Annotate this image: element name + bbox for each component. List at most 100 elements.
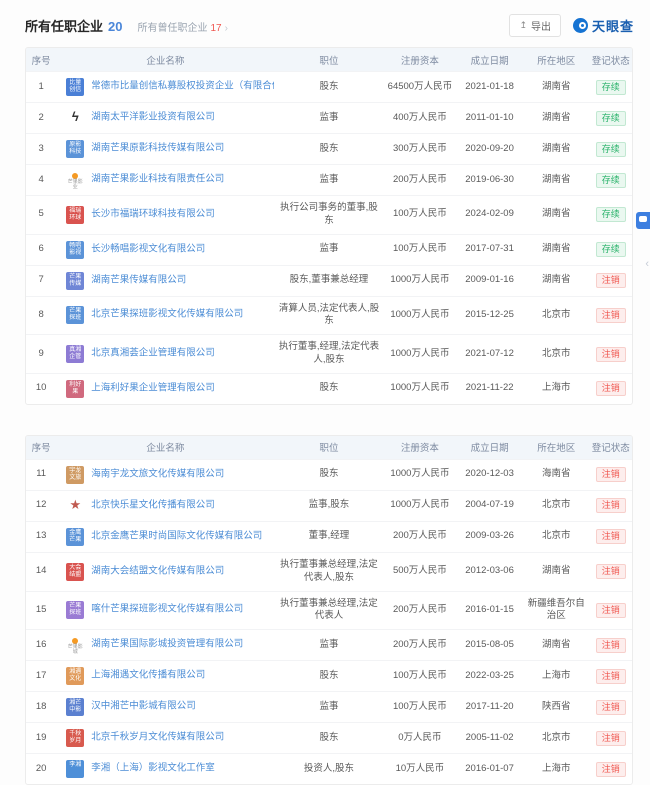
company-cell: 湘遇文化 上海湘遇文化传播有限公司 — [56, 660, 275, 692]
company-name-link[interactable]: 湖南芒果传媒有限公司 — [91, 274, 187, 286]
company-cell: 芒果影城 湖南芒果国际影城投资管理有限公司 — [56, 629, 275, 661]
company-name-link[interactable]: 北京千秋岁月文化传媒有限公司 — [91, 731, 225, 743]
company-name-link[interactable]: 常德市比量创信私募股权投资企业（有限合伙） — [91, 80, 275, 92]
company-name-link[interactable]: 北京真湘荟企业管理有限公司 — [91, 347, 215, 359]
status-badge: 注销 — [595, 307, 626, 323]
company-name-link[interactable]: 湖南太平洋影业投资有限公司 — [91, 111, 215, 123]
company-name-link[interactable]: 汉中湘芒中影城有限公司 — [91, 700, 196, 712]
company-name-link[interactable]: 湖南芒果影业科技有限责任公司 — [91, 173, 225, 185]
title-group: 所有任职企业 20 所有曾任职企业 17 › — [25, 16, 228, 35]
established-date-cell: 2011-01-10 — [456, 102, 523, 134]
registered-capital-cell: 100万人民币 — [383, 660, 457, 692]
column-header: 所在地区 — [522, 48, 590, 72]
company-name-link[interactable]: 喀什芒果探班影视文化传媒有限公司 — [91, 603, 244, 615]
row-index: 11 — [26, 458, 57, 491]
collapse-arrow-icon[interactable]: ‹ — [645, 258, 649, 270]
company-logo: 大会结盟 — [66, 562, 85, 581]
status-badge: 注销 — [595, 761, 626, 777]
column-header: 成立日期 — [456, 48, 523, 72]
status-badge: 存续 — [595, 141, 626, 157]
company-cell: 湘芒中影 汉中湘芒中影城有限公司 — [56, 691, 275, 723]
company-logo: 福瑞环球 — [66, 205, 85, 224]
registered-capital-cell: 1000万人民币 — [383, 264, 457, 297]
export-button[interactable]: ↥ 导出 — [509, 14, 561, 37]
region-cell: 湖南省 — [522, 102, 590, 134]
status-badge: 注销 — [595, 699, 626, 715]
tianyancha-eye-icon — [572, 18, 588, 33]
status-cell: 注销 — [589, 295, 632, 335]
company-logo: 芒果影业 — [66, 171, 84, 189]
row-index: 5 — [26, 195, 57, 235]
company-name-link[interactable]: 北京快乐星文化传播有限公司 — [91, 499, 215, 511]
column-header: 登记状态 — [589, 435, 632, 460]
region-cell: 湖南省 — [522, 133, 590, 165]
region-cell: 上海市 — [522, 660, 590, 692]
registered-capital-cell: 100万人民币 — [383, 195, 457, 235]
status-cell: 注销 — [589, 660, 632, 692]
table-row: 9 真湘企管 北京真湘荟企业管理有限公司 执行董事,经理,法定代表人,股东 1000万人… — [26, 334, 632, 374]
region-cell: 湖南省 — [522, 551, 590, 591]
column-header: 注册资本 — [383, 435, 457, 460]
established-date-cell: 2005-11-02 — [456, 722, 523, 754]
company-logo: 湘芒中影 — [66, 698, 85, 717]
company-cell: 宇龙文旅 海南宇龙文旅文化传媒有限公司 — [56, 458, 275, 491]
table-row: 8 芒果探班 北京芒果探班影视文化传媒有限公司 清算人员,法定代表人,股东 1000万人… — [26, 295, 632, 335]
position-cell: 股东 — [274, 660, 384, 692]
company-name-link[interactable]: 北京芒果探班影视文化传媒有限公司 — [91, 309, 244, 321]
company-name-link[interactable]: 李湘（上海）影视文化工作室 — [91, 762, 215, 774]
column-header: 序号 — [26, 435, 57, 460]
company-name-link[interactable]: 上海湘遇文化传播有限公司 — [91, 669, 206, 681]
table-row: 11 宇龙文旅 海南宇龙文旅文化传媒有限公司 股东 1000万人民币 2020-12-03… — [26, 458, 632, 491]
established-date-cell: 2021-07-12 — [456, 334, 523, 374]
company-name-link[interactable]: 长沙市福瑞环球科技有限公司 — [91, 208, 215, 220]
status-cell: 注销 — [589, 334, 632, 374]
company-name-link[interactable]: 海南宇龙文旅文化传媒有限公司 — [91, 468, 225, 480]
registered-capital-cell: 1000万人民币 — [383, 295, 457, 335]
column-header: 序号 — [26, 48, 57, 72]
status-cell: 存续 — [589, 133, 632, 165]
company-name-link[interactable]: 湖南大会结盟文化传媒有限公司 — [91, 565, 225, 577]
table-row: 10 利好果 上海利好果企业管理有限公司 股东 1000万人民币 2021-11-22 上海… — [26, 372, 632, 404]
status-badge: 注销 — [595, 730, 626, 746]
table-row: 3 原影科技 湖南芒果原影科技传媒有限公司 股东 300万人民币 2020-09-20 湖南… — [26, 133, 632, 165]
row-index: 18 — [26, 691, 57, 723]
registered-capital-cell: 500万人民币 — [383, 551, 457, 591]
company-name-link[interactable]: 长沙畅唱影视文化有限公司 — [91, 243, 206, 255]
company-cell: 原影科技 湖南芒果原影科技传媒有限公司 — [56, 133, 275, 165]
company-logo: 芒果探班 — [66, 601, 85, 620]
registered-capital-cell: 400万人民币 — [383, 102, 457, 134]
established-date-cell: 2021-11-22 — [456, 372, 523, 404]
established-date-cell: 2016-01-15 — [456, 590, 523, 630]
row-index: 6 — [26, 233, 57, 266]
region-cell: 北京市 — [522, 722, 590, 754]
established-date-cell: 2012-03-06 — [456, 551, 523, 591]
logo-caption: 芒果影城 — [67, 644, 83, 655]
column-header: 注册资本 — [383, 48, 457, 72]
company-name-link[interactable]: 湖南芒果原影科技传媒有限公司 — [91, 142, 225, 154]
table-header-row: 序号 企业名称 职位 注册资本 成立日期 所在地区 登记状态 — [26, 435, 632, 460]
established-date-cell: 2017-11-20 — [456, 691, 523, 723]
registered-capital-cell: 1000万人民币 — [383, 489, 457, 522]
company-name-link[interactable]: 北京金鹰芒果时尚国际文化传媒有限公司 — [91, 530, 263, 542]
status-badge: 注销 — [595, 529, 626, 545]
established-date-cell: 2022-03-25 — [456, 660, 523, 692]
company-name-link[interactable]: 湖南芒果国际影城投资管理有限公司 — [91, 638, 244, 650]
registered-capital-cell: 200万人民币 — [383, 629, 457, 661]
logo-dot-icon — [72, 173, 79, 179]
former-positions-link[interactable]: 所有曾任职企业 17 › — [137, 19, 227, 34]
company-cell: 芒果影业 湖南芒果影业科技有限责任公司 — [56, 164, 275, 196]
company-logo: 芒果探班 — [66, 306, 85, 325]
status-badge: 注销 — [595, 498, 626, 514]
company-cell: 利好果 上海利好果企业管理有限公司 — [56, 372, 275, 404]
company-cell: 真湘企管 北京真湘荟企业管理有限公司 — [56, 334, 275, 374]
status-cell: 注销 — [589, 489, 632, 522]
company-logo: ϟ — [71, 109, 79, 124]
row-index: 20 — [26, 753, 57, 785]
column-header: 企业名称 — [56, 435, 275, 460]
company-name-link[interactable]: 上海利好果企业管理有限公司 — [91, 382, 215, 394]
registered-capital-cell: 100万人民币 — [383, 233, 457, 266]
feedback-widget-icon[interactable] — [636, 212, 650, 229]
position-cell: 执行董事兼总经理,法定代表人 — [274, 590, 384, 630]
established-date-cell: 2020-12-03 — [456, 458, 523, 491]
row-index: 13 — [26, 520, 57, 553]
